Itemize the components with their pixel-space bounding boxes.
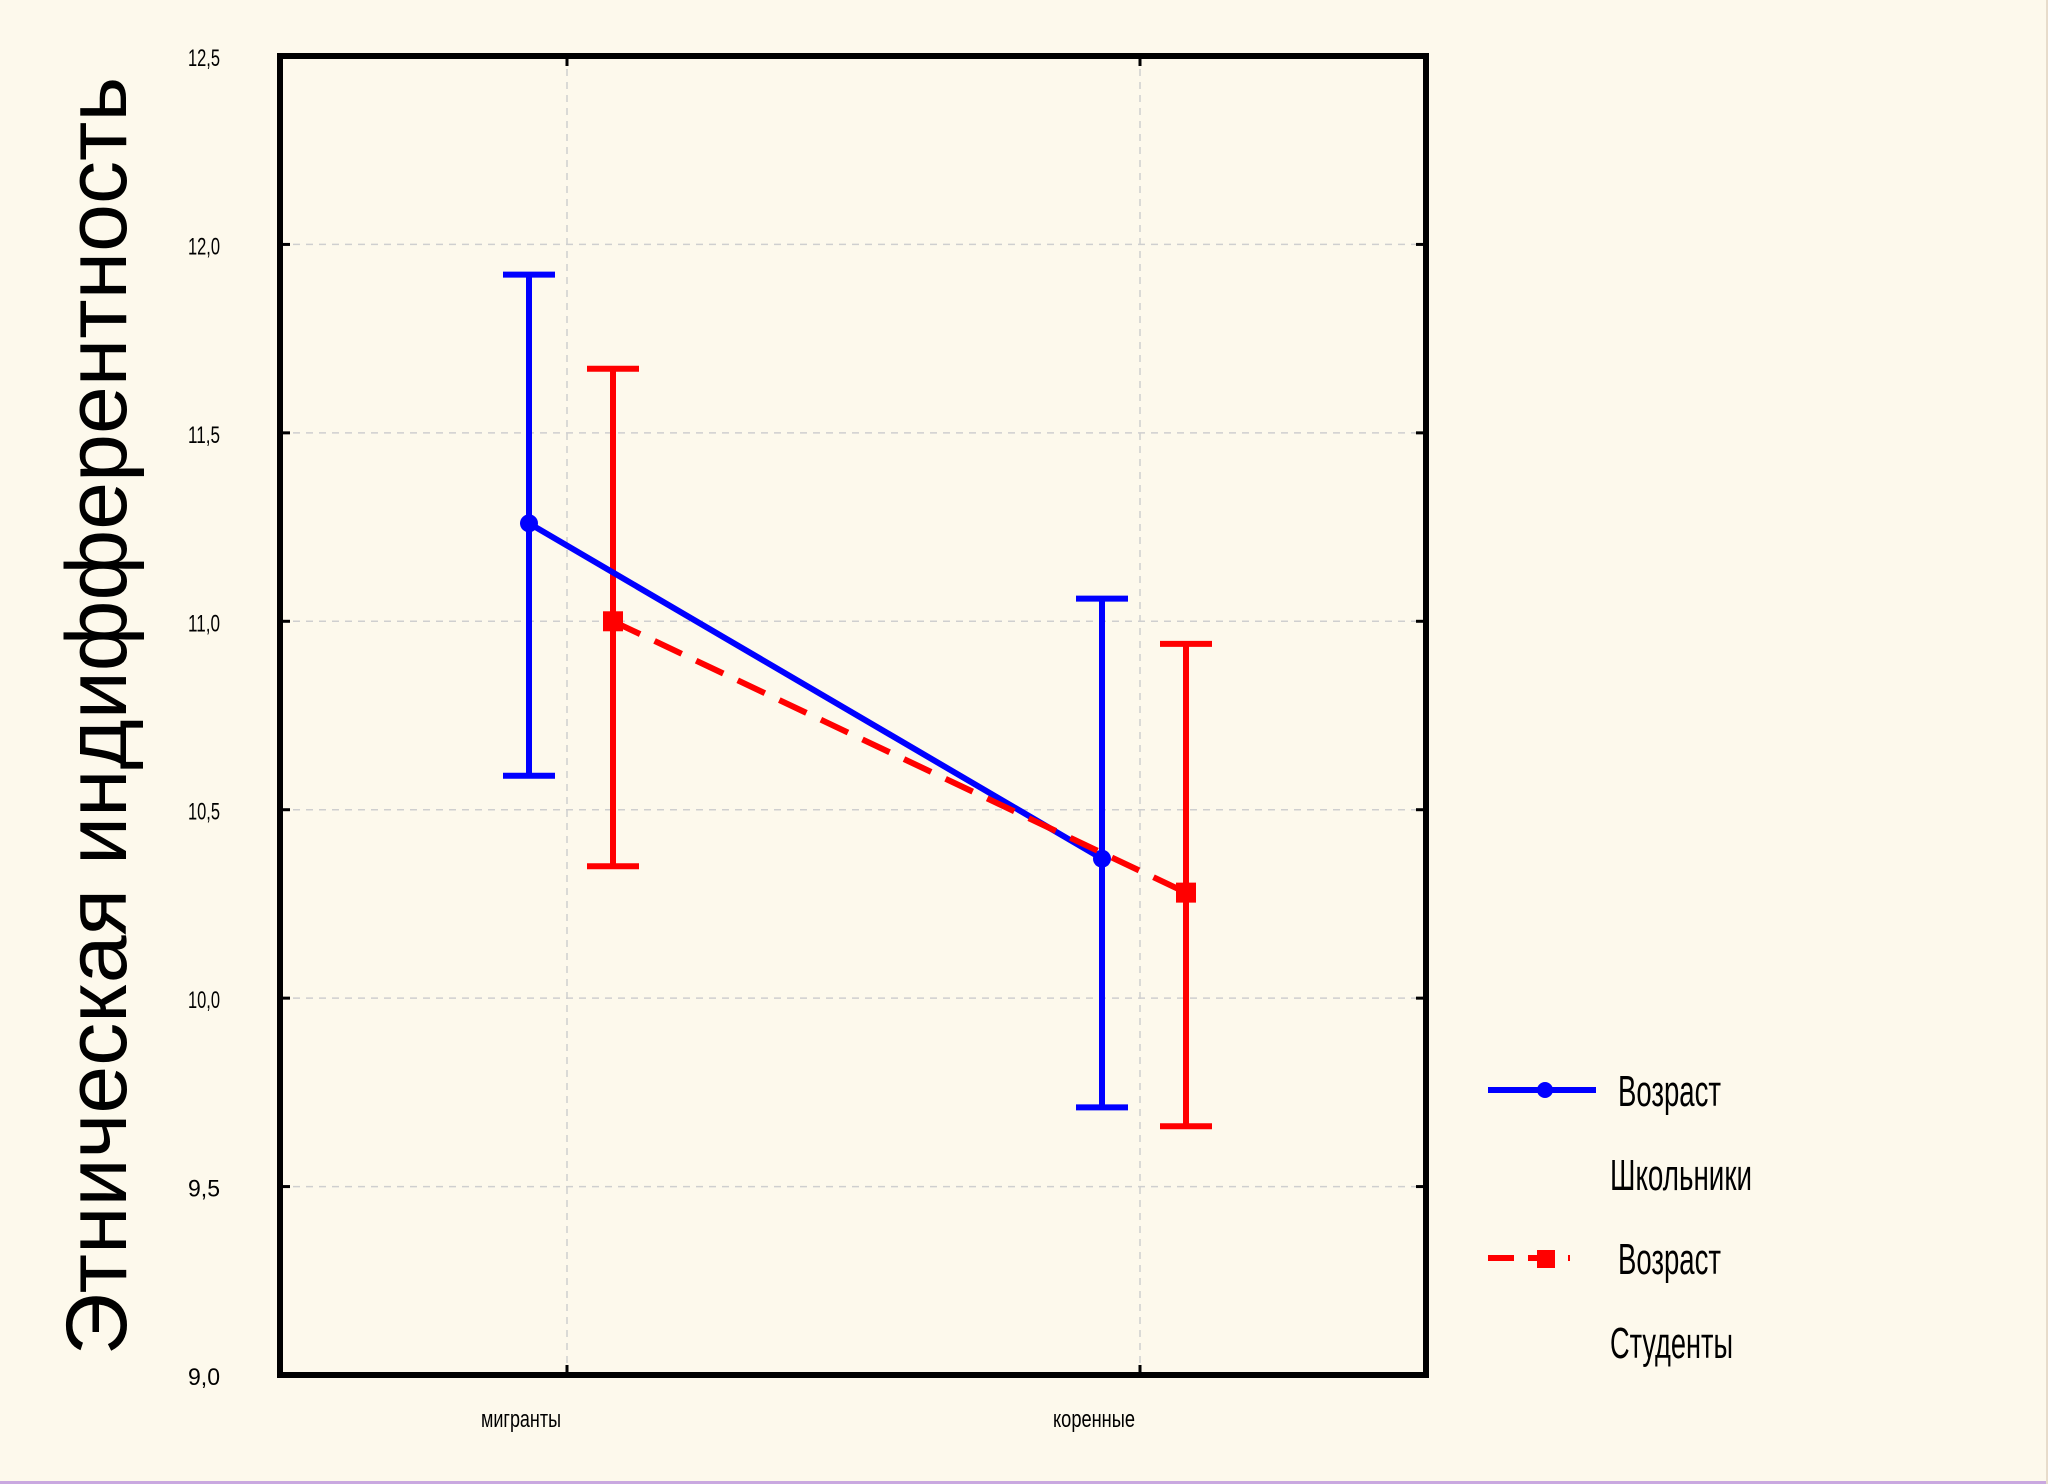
y-tick-label: 11,5: [188, 422, 220, 449]
y-tick-label: 11,0: [188, 610, 220, 637]
data-point-square: [603, 611, 623, 632]
data-point-circle: [520, 514, 538, 533]
x-tick-label: мигранты: [481, 1406, 561, 1433]
right-rule: [2046, 0, 2048, 1484]
legend-title-1: Возраст: [1618, 1067, 1721, 1116]
y-tick-label: 12,0: [188, 233, 220, 260]
legend-label-students: Студенты: [1610, 1319, 1733, 1368]
ticks-layer: [280, 54, 1426, 1377]
bottom-rule: [0, 1481, 2048, 1484]
y-tick-label: 12,5: [188, 45, 220, 72]
legend-marker-circle: [1537, 1082, 1553, 1098]
data-point-square: [1176, 882, 1196, 903]
y-tick-label: 9,5: [188, 1176, 220, 1203]
legend-label-schoolchildren: Школьники: [1610, 1151, 1752, 1200]
y-tick-labels: 9,0 9,5 10,0 10,5 11,0 11,5 12,0 12,5: [188, 45, 220, 1391]
series-layer: [520, 514, 1196, 903]
grid-layer: [280, 56, 1426, 1375]
y-tick-label: 10,0: [188, 987, 220, 1014]
legend-title-2: Возраст: [1618, 1235, 1721, 1284]
legend: Возраст Школьники Возраст Студенты: [1488, 1067, 1752, 1368]
y-tick-label: 10,5: [188, 799, 220, 826]
y-axis-label: Этническая индифферентность: [49, 77, 145, 1355]
x-tick-labels: мигранты коренные: [481, 1406, 1135, 1433]
y-tick-label: 9,0: [188, 1364, 220, 1391]
x-tick-label: коренные: [1053, 1406, 1135, 1433]
series-line-students: [611, 618, 1188, 896]
plot-frame: [277, 53, 1429, 1378]
data-point-circle: [1093, 849, 1111, 868]
series-line-schoolchildren: [527, 520, 1104, 862]
legend-marker-square: [1537, 1250, 1555, 1268]
